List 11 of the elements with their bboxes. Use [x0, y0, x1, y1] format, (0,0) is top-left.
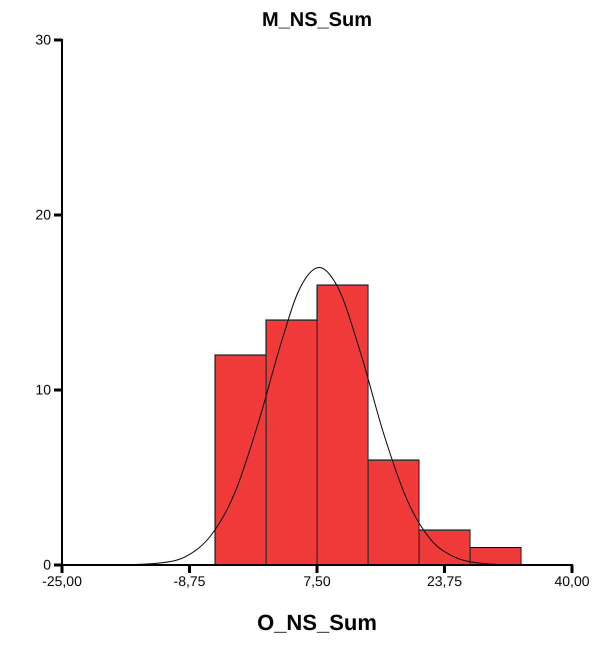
x-axis-title: O_NS_Sum	[257, 610, 377, 635]
x-tick-label: -25,00	[42, 572, 82, 589]
x-tick-label: 40,00	[554, 572, 590, 589]
x-tick-label: 7,50	[303, 572, 331, 589]
x-tick-label: 23,75	[426, 572, 462, 589]
y-tick-label: 10	[35, 381, 52, 398]
x-tick-label: -8,75	[174, 572, 206, 589]
y-tick-label: 0	[43, 556, 52, 572]
chart-title: M_NS_Sum	[262, 9, 372, 31]
y-tick-label: 30	[35, 31, 52, 48]
y-tick-label: 20	[35, 206, 52, 222]
